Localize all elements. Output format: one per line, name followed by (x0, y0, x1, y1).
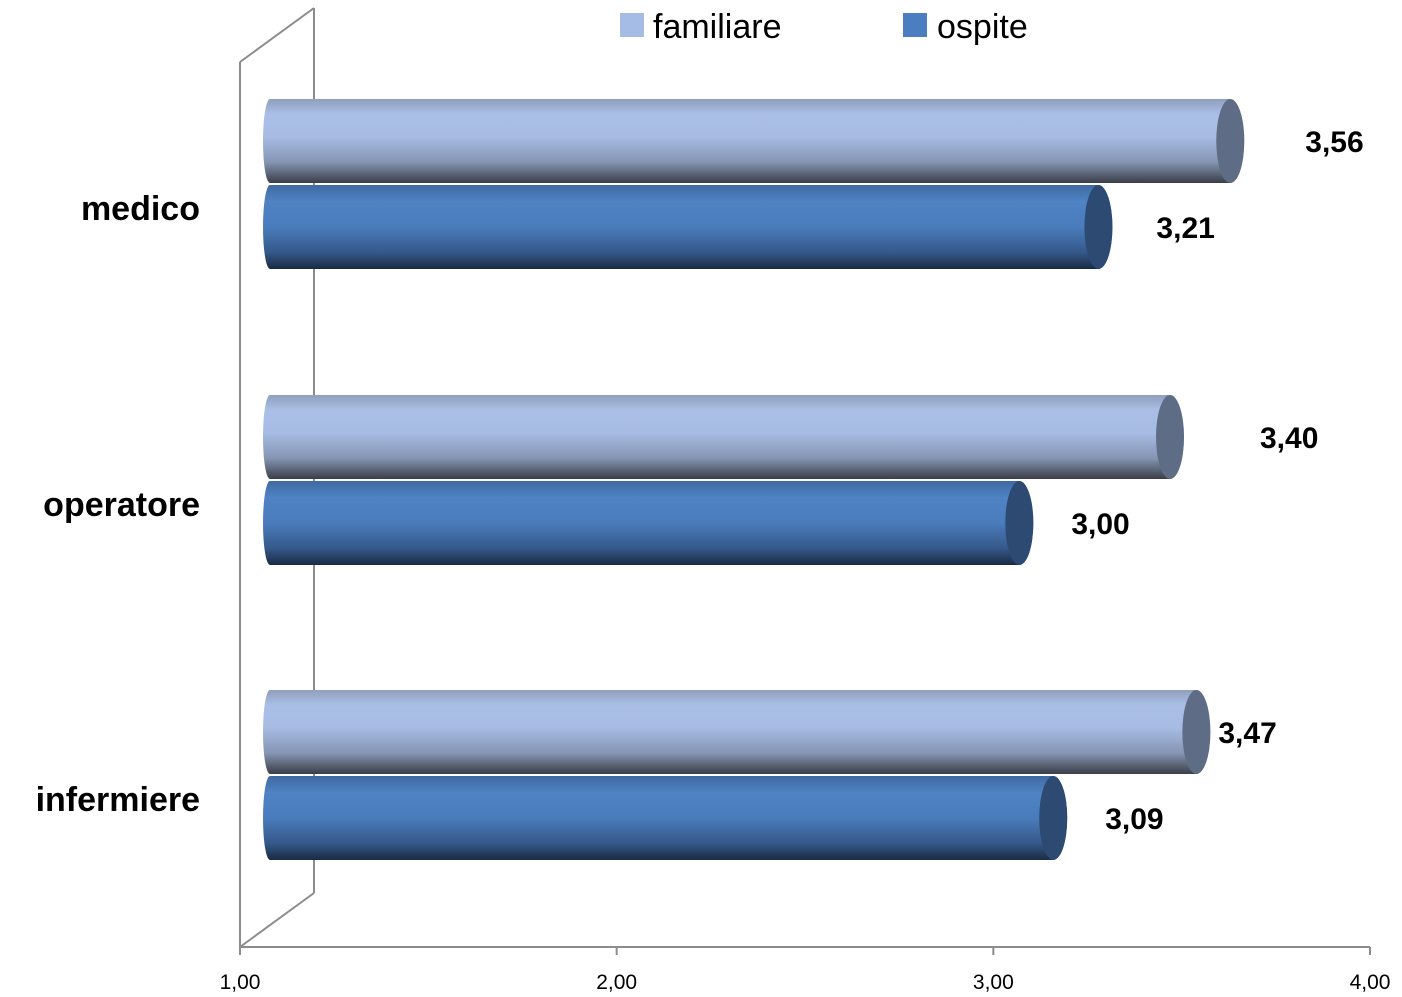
bar-ospite-infermiere (263, 776, 1068, 860)
x-tick-label: 2,00 (596, 971, 637, 994)
value-label-familiare-operatore: 3,40 (1260, 422, 1318, 455)
value-label-ospite-infermiere: 3,09 (1105, 803, 1163, 836)
legend-label-familiare: familiare (653, 8, 781, 46)
category-label-operatore: operatore (43, 486, 200, 524)
legend-swatch-ospite (903, 13, 927, 37)
category-label-medico: medico (81, 190, 200, 228)
x-tick-label: 4,00 (1350, 971, 1391, 994)
value-label-ospite-operatore: 3,00 (1071, 508, 1129, 541)
category-label-infermiere: infermiere (36, 781, 200, 819)
x-axis: 1,00 2,00 3,00 4,00 (220, 946, 1391, 994)
value-label-familiare-infermiere: 3,47 (1218, 717, 1276, 750)
bar-familiare-infermiere (263, 690, 1211, 774)
value-label-ospite-medico: 3,21 (1156, 212, 1214, 245)
bar-ospite-operatore (263, 481, 1034, 565)
category-labels: medico operatore infermiere (36, 190, 200, 819)
bar-ospite-medico (263, 185, 1113, 269)
value-label-familiare-medico: 3,56 (1305, 126, 1363, 159)
bar-familiare-operatore (263, 395, 1184, 479)
legend-swatch-familiare (620, 13, 644, 37)
bar-series: 3,56 3,21 3,40 3,00 3,47 3,09 (263, 99, 1364, 860)
legend: familiare ospite (620, 8, 1028, 46)
x-tick-label: 1,00 (220, 971, 261, 994)
legend-label-ospite: ospite (937, 8, 1028, 46)
x-tick-label: 3,00 (973, 971, 1014, 994)
bar-familiare-medico (263, 99, 1245, 183)
